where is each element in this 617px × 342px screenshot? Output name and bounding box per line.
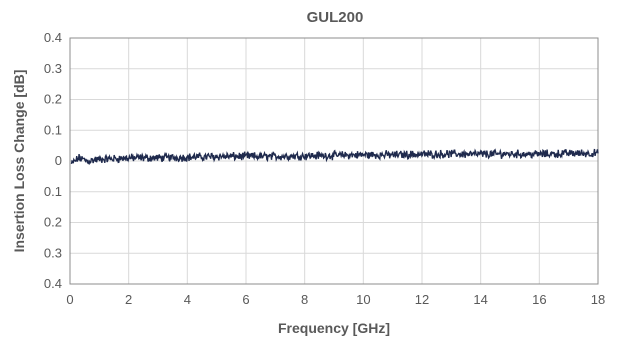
chart-title: GUL200 <box>307 9 364 26</box>
y-tick-label: 0.4 <box>44 276 62 291</box>
x-tick-label: 12 <box>415 292 429 307</box>
x-tick-label: 10 <box>356 292 370 307</box>
y-axis-label: Insertion Loss Change [dB] <box>11 70 27 253</box>
y-tick-label: 0.3 <box>44 61 62 76</box>
x-tick-label: 16 <box>532 292 546 307</box>
x-tick-labels: 0 2 4 6 8 10 12 14 16 18 <box>66 292 605 307</box>
x-tick-label: 2 <box>125 292 132 307</box>
x-axis-label: Frequency [GHz] <box>278 320 390 336</box>
y-tick-label: 0.2 <box>44 92 62 107</box>
x-tick-label: 18 <box>591 292 605 307</box>
x-tick-label: 8 <box>301 292 308 307</box>
series-line <box>70 148 599 166</box>
x-tick-label: 4 <box>184 292 191 307</box>
x-tick-label: 14 <box>473 292 487 307</box>
x-tick-label: 6 <box>242 292 249 307</box>
y-tick-label: 0.1 <box>44 184 62 199</box>
y-tick-label: 0.4 <box>44 30 62 45</box>
series-layer <box>70 148 599 166</box>
y-tick-labels: 0.4 0.3 0.2 0.1 0 0.1 0.2 0.3 0.4 <box>44 30 62 291</box>
plot-frame <box>69 37 599 285</box>
y-tick-label: 0.1 <box>44 122 62 137</box>
y-tick-label: 0.2 <box>44 215 62 230</box>
y-tick-label: 0 <box>55 153 62 168</box>
gridlines <box>69 37 599 285</box>
y-tick-label: 0.3 <box>44 245 62 260</box>
x-tick-label: 0 <box>66 292 73 307</box>
